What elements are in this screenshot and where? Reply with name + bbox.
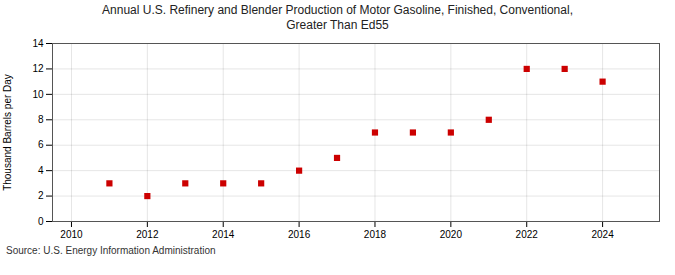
- svg-text:10: 10: [32, 89, 44, 100]
- svg-text:12: 12: [32, 63, 44, 74]
- svg-text:4: 4: [38, 165, 44, 176]
- svg-text:14: 14: [32, 38, 44, 49]
- svg-text:8: 8: [38, 114, 44, 125]
- svg-text:2: 2: [38, 190, 44, 201]
- svg-text:0: 0: [38, 216, 44, 227]
- svg-text:2018: 2018: [364, 229, 387, 240]
- svg-text:2020: 2020: [440, 229, 463, 240]
- html-text:Source: U.S. Energy Informatio: Source: U.S. Energy Information Administ…: [6, 245, 216, 256]
- svg-text:2012: 2012: [136, 229, 159, 240]
- html-text:Annual U.S. Refinery and Blend: Annual U.S. Refinery and Blender Product…: [102, 3, 573, 17]
- svg-text:2010: 2010: [60, 229, 83, 240]
- html-text:Greater Than Ed55: Greater Than Ed55: [286, 18, 389, 32]
- svg-text:2024: 2024: [591, 229, 614, 240]
- svg-text:Thousand Barrels per Day: Thousand Barrels per Day: [2, 74, 13, 191]
- svg-text:2014: 2014: [212, 229, 235, 240]
- svg-text:2022: 2022: [516, 229, 539, 240]
- svg-text:2016: 2016: [288, 229, 311, 240]
- svg-text:6: 6: [38, 139, 44, 150]
